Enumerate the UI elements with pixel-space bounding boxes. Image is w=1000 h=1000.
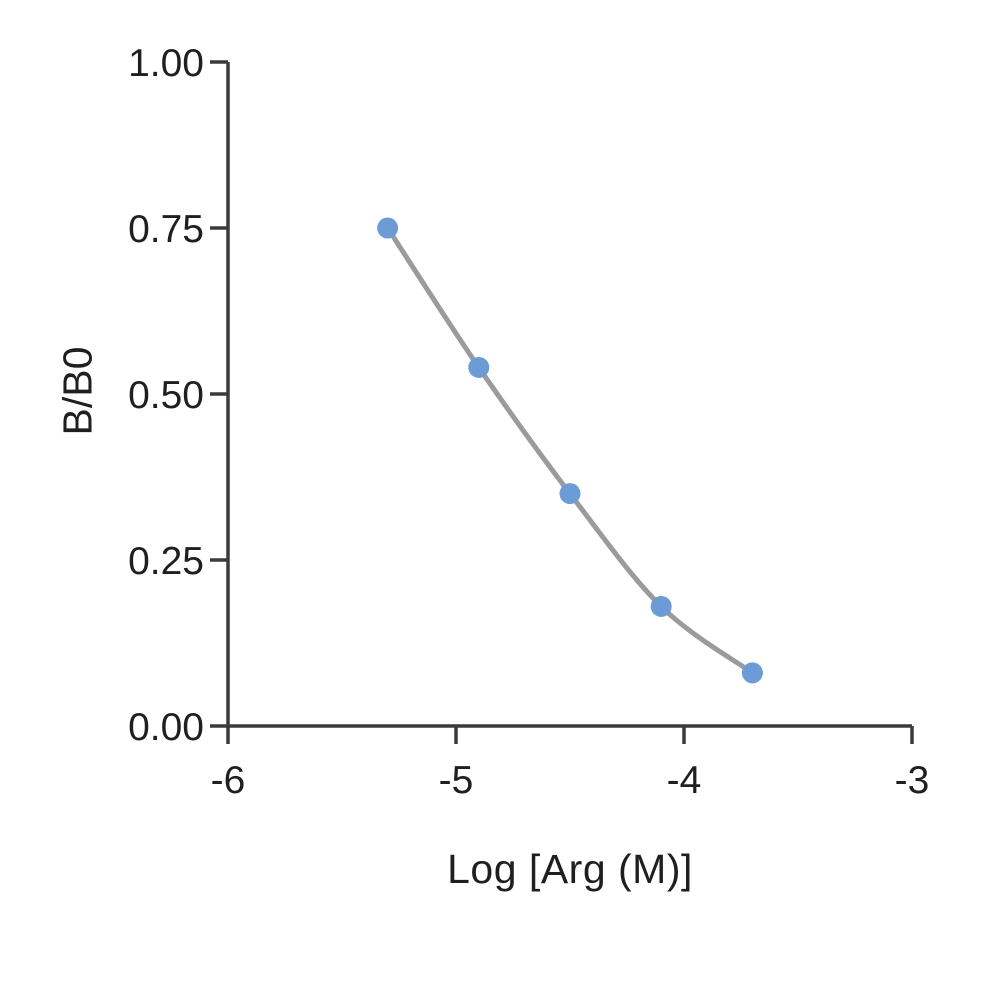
data-point bbox=[377, 217, 399, 239]
y-tick-label: 0.50 bbox=[128, 374, 204, 417]
y-axis-title: B/B0 bbox=[54, 346, 101, 436]
fit-curve bbox=[385, 225, 755, 676]
x-tick-label: -3 bbox=[895, 759, 930, 802]
data-point bbox=[741, 662, 763, 684]
y-tick-label: 0.75 bbox=[128, 208, 204, 251]
data-point bbox=[468, 356, 490, 378]
x-tick-label: -6 bbox=[211, 759, 246, 802]
x-tick-label: -4 bbox=[667, 759, 702, 802]
y-tick-label: 0.00 bbox=[128, 706, 204, 749]
x-axis-title: Log [Arg (M)] bbox=[447, 846, 693, 892]
data-point bbox=[559, 483, 581, 505]
data-point bbox=[650, 595, 672, 617]
y-tick-label: 1.00 bbox=[128, 42, 204, 85]
x-tick-label: -5 bbox=[439, 759, 474, 802]
y-tick-label: 0.25 bbox=[128, 540, 204, 583]
